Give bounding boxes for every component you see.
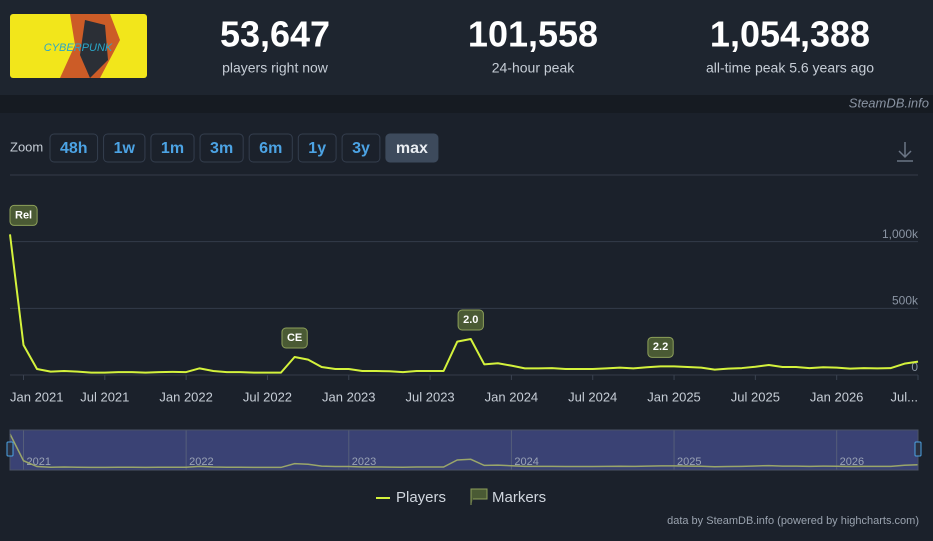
x-tick-label: Jan 2026 xyxy=(810,389,864,404)
marker-label: 2.2 xyxy=(653,341,668,353)
x-tick-label: Jan 2024 xyxy=(485,389,539,404)
header-band xyxy=(0,0,933,95)
y-tick-label: 0 xyxy=(911,360,918,374)
zoom-button[interactable]: max xyxy=(385,133,439,163)
marker-bubble xyxy=(281,327,308,349)
zoom-button[interactable]: 1y xyxy=(297,133,337,163)
stat-label: 24-hour peak xyxy=(492,60,576,76)
x-tick-label: Jul 2024 xyxy=(568,389,617,404)
navigator-tick-label: 2022 xyxy=(189,456,213,468)
zoom-button-label: 1y xyxy=(308,140,326,157)
stat-label: all-time peak 5.6 years ago xyxy=(706,60,874,76)
navigator-tick-label: 2025 xyxy=(677,456,701,468)
marker-label: CE xyxy=(287,332,302,344)
zoom-button-label: 1m xyxy=(161,140,184,157)
navigator-tick-label: 2026 xyxy=(840,456,864,468)
legend-label[interactable]: Markers xyxy=(492,489,546,506)
zoom-button-bg xyxy=(49,133,99,163)
navigator-handle[interactable] xyxy=(6,441,14,457)
marker-flag: CE xyxy=(281,327,308,349)
zoom-button[interactable]: 3m xyxy=(199,133,244,163)
y-tick-label: 500k xyxy=(892,294,919,308)
x-tick-label: Jul 2023 xyxy=(406,389,455,404)
x-tick-label: Jul 2021 xyxy=(80,389,129,404)
x-tick-label: Jan 2021 xyxy=(10,389,64,404)
x-tick-label: Jul... xyxy=(891,389,918,404)
navigator-selection xyxy=(10,430,918,470)
zoom-button-bg xyxy=(150,133,195,163)
zoom-button[interactable]: 1m xyxy=(150,133,195,163)
navigator-line xyxy=(9,433,919,469)
stat-label: players right now xyxy=(222,60,329,76)
marker-flag: Rel xyxy=(9,204,38,226)
x-tick-label: Jul 2025 xyxy=(731,389,780,404)
navigator-tick-label: 2023 xyxy=(352,456,376,468)
marker-flag: 2.0 xyxy=(457,309,484,331)
svg-text:CYBERPUNK: CYBERPUNK xyxy=(44,42,113,54)
zoom-button-bg xyxy=(297,133,337,163)
credits: data by SteamDB.info (powered by highcha… xyxy=(667,515,919,527)
zoom-button-label: 3m xyxy=(210,140,233,157)
zoom-button-label: 1w xyxy=(114,140,136,157)
marker-bubble xyxy=(9,204,38,226)
zoom-button-label: max xyxy=(396,140,428,157)
x-tick-label: Jan 2023 xyxy=(322,389,376,404)
zoom-button[interactable]: 48h xyxy=(49,133,99,163)
marker-bubble xyxy=(457,309,484,331)
watermark: SteamDB.info xyxy=(849,95,929,110)
x-tick-label: Jul 2022 xyxy=(243,389,292,404)
zoom-button-bg xyxy=(341,133,381,163)
stat-value: 53,647 xyxy=(220,14,330,55)
marker-label: 2.0 xyxy=(463,314,478,326)
stat-value: 101,558 xyxy=(468,14,598,55)
marker-bubble xyxy=(647,336,674,358)
x-tick-label: Jan 2022 xyxy=(159,389,213,404)
zoom-button-bg xyxy=(103,133,146,163)
zoom-label: Zoom xyxy=(10,139,43,154)
game-image: CYBERPUNK xyxy=(10,14,147,78)
zoom-button-label: 6m xyxy=(259,140,282,157)
download-button[interactable] xyxy=(897,142,913,162)
series-line xyxy=(9,234,919,374)
zoom-button-label: 3y xyxy=(352,140,370,157)
zoom-button-bg xyxy=(199,133,244,163)
legend: Players Markers xyxy=(376,488,546,506)
navigator-tick-label: 2024 xyxy=(514,456,538,468)
navigator-handle[interactable] xyxy=(914,441,922,457)
zoom-button-label: 48h xyxy=(60,140,88,157)
zoom-button[interactable]: 6m xyxy=(248,133,293,163)
zoom-button-bg xyxy=(248,133,293,163)
marker-flag: 2.2 xyxy=(647,336,674,358)
marker-label: Rel xyxy=(15,209,32,221)
zoom-button[interactable]: 1w xyxy=(103,133,146,163)
watermark-band xyxy=(0,95,933,113)
legend-swatch xyxy=(470,488,488,505)
legend-label[interactable]: Players xyxy=(396,489,446,506)
zoom-button[interactable]: 3y xyxy=(341,133,381,163)
x-tick-label: Jan 2025 xyxy=(647,389,701,404)
zoom-buttons: 48h 1w 1m 3m 6m 1y 3y max xyxy=(49,133,439,163)
zoom-button-bg xyxy=(385,133,439,163)
y-tick-label: 1,000k xyxy=(882,227,919,241)
stat-value: 1,054,388 xyxy=(710,14,870,55)
